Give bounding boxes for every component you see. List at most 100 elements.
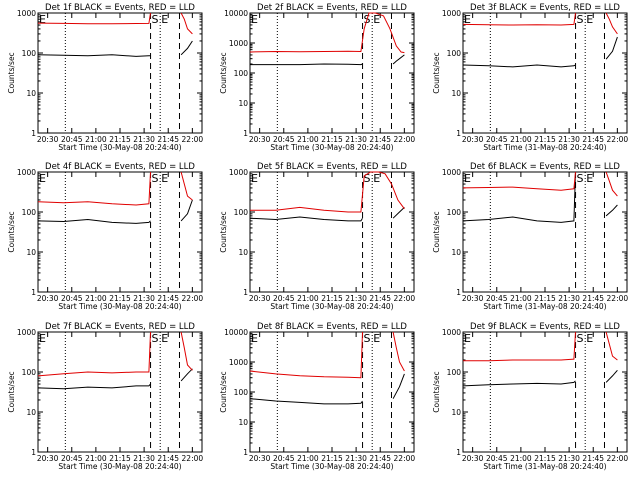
- y-tick-label: 10: [26, 408, 36, 417]
- panel-det-4f: Det 4f BLACK = Events, RED = LLD 1 10 100 10…: [7, 162, 203, 311]
- x-tick-label: 21:15: [321, 135, 343, 144]
- x-tick-label: 22:00: [607, 294, 629, 303]
- panel-title: Det 5f BLACK = Events, RED = LLD: [257, 162, 407, 172]
- y-tick-label: 1: [456, 448, 461, 457]
- flag-label: E: [586, 332, 593, 345]
- flag-label: E: [251, 172, 258, 185]
- panel-title: Det 8f BLACK = Events, RED = LLD: [257, 322, 407, 332]
- x-tick-label: 21:00: [297, 454, 319, 463]
- flag-label: E: [161, 13, 168, 26]
- y-tick-label: 1: [31, 288, 36, 297]
- plot-frame: [249, 331, 415, 453]
- x-axis-label: Start Time (30-May-08 20:24:40): [58, 302, 181, 311]
- y-tick-label: 10: [26, 248, 36, 257]
- x-tick-label: 21:00: [510, 135, 532, 144]
- x-tick-label: 21:15: [534, 454, 556, 463]
- y-axis-label: Counts/sec: [7, 52, 16, 93]
- plot-frame: [462, 331, 628, 453]
- x-tick-label: 21:15: [321, 454, 343, 463]
- y-axis-label: Counts/sec: [432, 52, 441, 93]
- panel-title: Det 1f BLACK = Events, RED = LLD: [45, 3, 195, 13]
- x-tick-label: 20:45: [61, 454, 83, 463]
- x-tick-label: 22:00: [182, 294, 204, 303]
- events-series-line: [37, 199, 193, 224]
- x-tick-label: 21:45: [582, 135, 604, 144]
- panel-title: Det 2f BLACK = Events, RED = LLD: [257, 3, 407, 13]
- y-tick-label: 100: [447, 368, 462, 377]
- x-tick-label: 21:45: [582, 454, 604, 463]
- y-tick-label: 100: [234, 208, 249, 217]
- x-tick-label: 21:30: [133, 135, 155, 144]
- lld-series-line: [250, 171, 405, 213]
- y-tick-label: 10: [451, 248, 461, 257]
- flag-label: S: [152, 13, 159, 26]
- x-tick-label: 21:30: [133, 454, 155, 463]
- x-tick-label: 21:45: [369, 294, 391, 303]
- y-axis-label: Counts/sec: [219, 371, 228, 412]
- y-tick-label: 10: [238, 99, 248, 108]
- x-tick-label: 21:15: [109, 294, 131, 303]
- lld-series-line: [249, 331, 405, 379]
- x-tick-label: 21:45: [369, 454, 391, 463]
- y-tick-label: 100: [447, 49, 462, 58]
- y-tick-label: 10: [451, 89, 461, 98]
- x-tick-label: 20:45: [273, 294, 295, 303]
- y-tick-label: 1: [31, 129, 36, 138]
- panel-det-5f: Det 5f BLACK = Events, RED = LLD 1 10 100 10…: [219, 162, 415, 311]
- flag-label: S: [577, 172, 584, 185]
- lld-series-line: [37, 171, 193, 206]
- flag-label: S: [364, 172, 371, 185]
- x-tick-label: 21:45: [157, 294, 179, 303]
- y-tick-label: 10000: [224, 328, 248, 337]
- y-axis-label: Counts/sec: [432, 211, 441, 252]
- x-tick-label: 21:00: [510, 454, 532, 463]
- x-tick-label: 20:30: [37, 135, 59, 144]
- x-tick-label: 21:00: [297, 294, 319, 303]
- panel-det-2f: Det 2f BLACK = Events, RED = LLD 1 10 100 10…: [219, 3, 415, 152]
- x-tick-label: 20:30: [249, 135, 271, 144]
- x-tick-label: 21:45: [157, 135, 179, 144]
- y-tick-label: 100: [22, 208, 37, 217]
- x-tick-label: 22:00: [607, 454, 629, 463]
- x-tick-label: 21:00: [85, 294, 107, 303]
- y-tick-label: 100: [22, 49, 37, 58]
- panel-title: Det 4f BLACK = Events, RED = LLD: [45, 162, 195, 172]
- x-tick-label: 21:15: [109, 454, 131, 463]
- x-tick-label: 20:30: [462, 135, 484, 144]
- y-tick-label: 1: [243, 129, 248, 138]
- y-tick-label: 100: [234, 69, 249, 78]
- flag-label: E: [251, 13, 258, 26]
- y-tick-label: 1: [243, 288, 248, 297]
- x-axis-label: Start Time (30-May-08 20:24:40): [58, 462, 181, 471]
- x-tick-label: 20:30: [37, 294, 59, 303]
- events-series-line: [37, 368, 193, 390]
- flag-label: E: [464, 332, 471, 345]
- y-tick-label: 1000: [442, 9, 461, 18]
- x-tick-label: 20:45: [61, 294, 83, 303]
- flag-label: E: [161, 172, 168, 185]
- flag-label: E: [373, 172, 380, 185]
- y-axis-label: Counts/sec: [7, 371, 16, 412]
- x-tick-label: 20:45: [486, 454, 508, 463]
- y-axis-label: Counts/sec: [7, 211, 16, 252]
- x-tick-label: 21:00: [297, 135, 319, 144]
- y-tick-label: 1000: [229, 168, 248, 177]
- y-tick-label: 1: [243, 448, 248, 457]
- x-axis-label: Start Time (31-May-08 20:24:40): [483, 143, 606, 152]
- x-tick-label: 22:00: [182, 454, 204, 463]
- x-tick-label: 21:00: [510, 294, 532, 303]
- lld-series-line: [463, 331, 618, 362]
- plot-frame: [462, 12, 628, 134]
- panel-det-6f: Det 6f BLACK = Events, RED = LLD 1 10 100 10…: [432, 162, 628, 311]
- x-axis-label: Start Time (31-May-08 20:24:40): [483, 462, 606, 471]
- flag-label: E: [39, 332, 46, 345]
- events-series-line: [462, 369, 618, 387]
- plot-frame: [37, 331, 203, 453]
- events-series-line: [249, 373, 405, 405]
- y-tick-label: 1000: [442, 168, 461, 177]
- lld-series-line: [462, 12, 618, 35]
- panel-title: Det 6f BLACK = Events, RED = LLD: [470, 162, 620, 172]
- flag-label: S: [152, 172, 159, 185]
- panel-det-9f: Det 9f BLACK = Events, RED = LLD 1 10 100 10…: [432, 322, 628, 471]
